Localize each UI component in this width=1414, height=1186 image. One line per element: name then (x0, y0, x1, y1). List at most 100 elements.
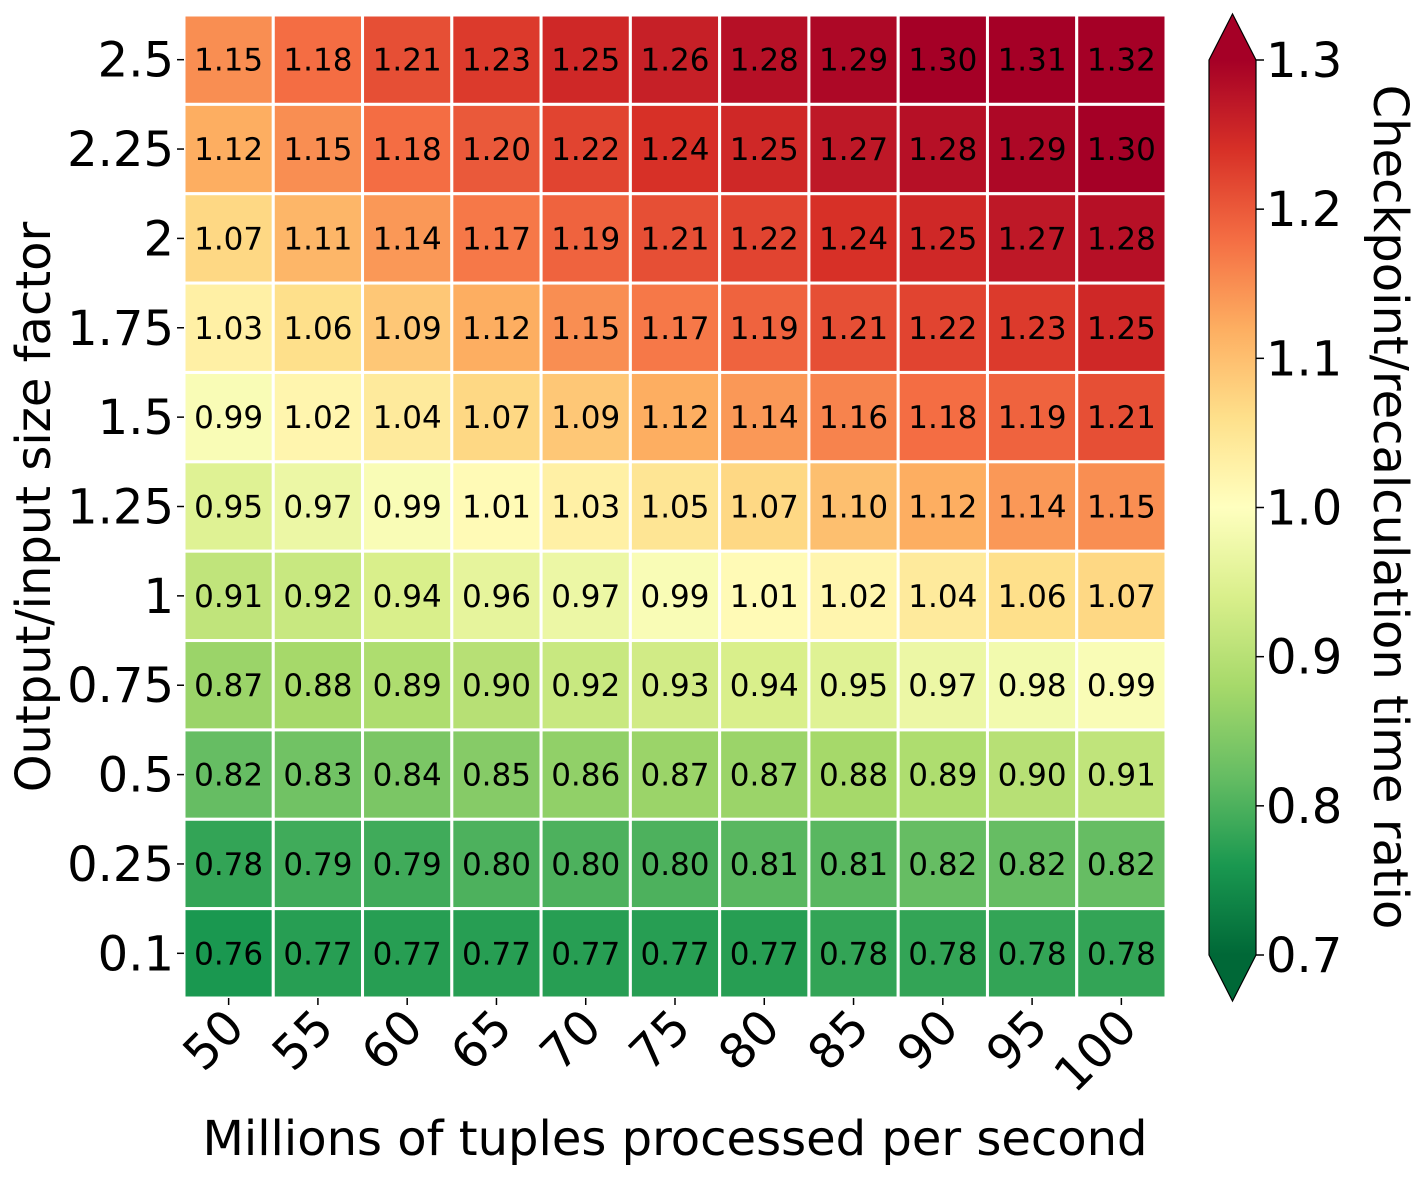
heatmap-cell (450, 639, 543, 732)
x-tick-label: 85 (797, 999, 880, 1082)
cell-value-label: 1.21 (640, 221, 709, 257)
cell-value-label: 1.21 (373, 43, 442, 79)
heatmap-cell (450, 460, 543, 553)
cell-value-label: 0.78 (1087, 936, 1156, 972)
heatmap-cell (182, 460, 275, 553)
cell-value-label: 1.09 (373, 311, 442, 347)
heatmap-cell (1075, 13, 1168, 106)
cell-value-label: 1.15 (1087, 490, 1156, 526)
y-tick-label: 1.75 (67, 301, 174, 357)
cell-value-label: 0.82 (194, 758, 263, 794)
colorbar-ticks: 0.7 0.8 0.9 1.0 1.1 1.2 1.3 (1256, 33, 1342, 984)
cell-value-label: 0.99 (373, 490, 442, 526)
cell-value-label: 1.18 (908, 400, 977, 436)
cell-value-label: 1.23 (998, 311, 1067, 347)
cell-value-label: 1.06 (998, 579, 1067, 615)
cell-value-label: 1.15 (194, 43, 263, 79)
cell-value-label: 1.16 (819, 400, 888, 436)
cell-value-label: 0.81 (730, 847, 799, 883)
cell-value-label: 0.89 (908, 758, 977, 794)
cell-value-label: 1.25 (908, 221, 977, 257)
heatmap-cell (628, 817, 722, 911)
heatmap-cell (807, 639, 900, 732)
cell-value-label: 0.83 (283, 758, 352, 794)
cell-value-label: 1.02 (819, 579, 888, 615)
heatmap-cell (361, 549, 454, 643)
heatmap-cell (182, 102, 275, 196)
heatmap-cell (985, 907, 1079, 1000)
cell-value-label: 0.76 (194, 936, 263, 972)
y-axis-ticks: 2.5 2.25 2 1.75 1.5 1.25 1 0.75 0.5 0.25 0.1 (67, 33, 184, 982)
cell-value-label: 0.87 (640, 758, 709, 794)
cell-value-label: 1.21 (819, 311, 888, 347)
x-tick-label: 60 (351, 999, 434, 1082)
cell-value-label: 1.15 (551, 311, 620, 347)
heatmap-cell (718, 549, 811, 643)
heatmap-cell (628, 549, 722, 643)
heatmap-cell (628, 370, 722, 464)
cell-value-label: 1.21 (1087, 400, 1156, 436)
cell-value-label: 1.07 (730, 490, 799, 526)
x-tick-label: 95 (976, 999, 1059, 1082)
cell-value-label: 1.01 (462, 490, 531, 526)
cell-value-label: 1.19 (551, 221, 620, 257)
y-tick-label: 0.25 (67, 837, 174, 893)
cell-value-label: 0.78 (194, 847, 263, 883)
heatmap-cell (628, 13, 722, 106)
y-tick-label: 1 (143, 569, 174, 625)
cell-value-label: 1.14 (998, 490, 1067, 526)
cell-value-label: 1.10 (819, 490, 888, 526)
x-tick-label: 75 (619, 999, 702, 1082)
cell-value-label: 1.22 (551, 132, 620, 168)
heatmap-cell (1075, 817, 1168, 911)
heatmap-cells (182, 13, 1168, 1000)
heatmap-cell (896, 102, 989, 196)
heatmap-cell (718, 728, 811, 821)
heatmap-cell (271, 907, 365, 1000)
heatmap-cell (896, 817, 989, 911)
cell-value-label: 0.79 (373, 847, 442, 883)
heatmap-cell (271, 370, 365, 464)
heatmap-cell (450, 370, 543, 464)
cell-value-label: 1.12 (462, 311, 531, 347)
x-tick-label: 90 (887, 999, 970, 1082)
heatmap-cell (271, 639, 365, 732)
heatmap-cell (182, 549, 275, 643)
y-tick-label: 1.5 (98, 390, 174, 446)
heatmap-cell (1075, 639, 1168, 732)
heatmap-cell (985, 370, 1079, 464)
cell-value-label: 1.24 (819, 221, 888, 257)
x-tick-label: 100 (1043, 999, 1147, 1103)
cell-value-label: 1.24 (640, 132, 709, 168)
cell-value-label: 1.14 (730, 400, 799, 436)
cell-value-label: 1.07 (462, 400, 531, 436)
cell-value-label: 1.28 (908, 132, 977, 168)
cell-value-label: 1.01 (730, 579, 799, 615)
cell-value-label: 1.25 (730, 132, 799, 168)
cell-value-label: 1.02 (283, 400, 352, 436)
cell-value-label: 0.91 (194, 579, 263, 615)
cell-value-label: 0.88 (283, 668, 352, 704)
heatmap-cell (182, 192, 275, 285)
cell-value-label: 1.17 (462, 221, 531, 257)
heatmap-cell (896, 728, 989, 821)
heatmap-cell (1075, 192, 1168, 285)
heatmap-cell (628, 460, 722, 553)
cell-value-label: 1.28 (730, 43, 799, 79)
heatmap-cell (539, 639, 632, 732)
colorbar-extend-max (1209, 14, 1256, 60)
cell-value-label: 0.99 (194, 400, 263, 436)
heatmap-cell (985, 13, 1079, 106)
cell-value-label: 0.99 (640, 579, 709, 615)
cell-value-label: 0.78 (998, 936, 1067, 972)
y-tick-label: 0.1 (98, 926, 174, 982)
cell-value-label: 0.88 (819, 758, 888, 794)
cell-value-label: 0.80 (551, 847, 620, 883)
cell-value-label: 1.05 (640, 490, 709, 526)
cell-value-label: 0.78 (819, 936, 888, 972)
cell-value-label: 0.82 (998, 847, 1067, 883)
colorbar (1208, 12, 1257, 1003)
cell-value-label: 0.87 (194, 668, 263, 704)
cell-value-label: 1.19 (730, 311, 799, 347)
